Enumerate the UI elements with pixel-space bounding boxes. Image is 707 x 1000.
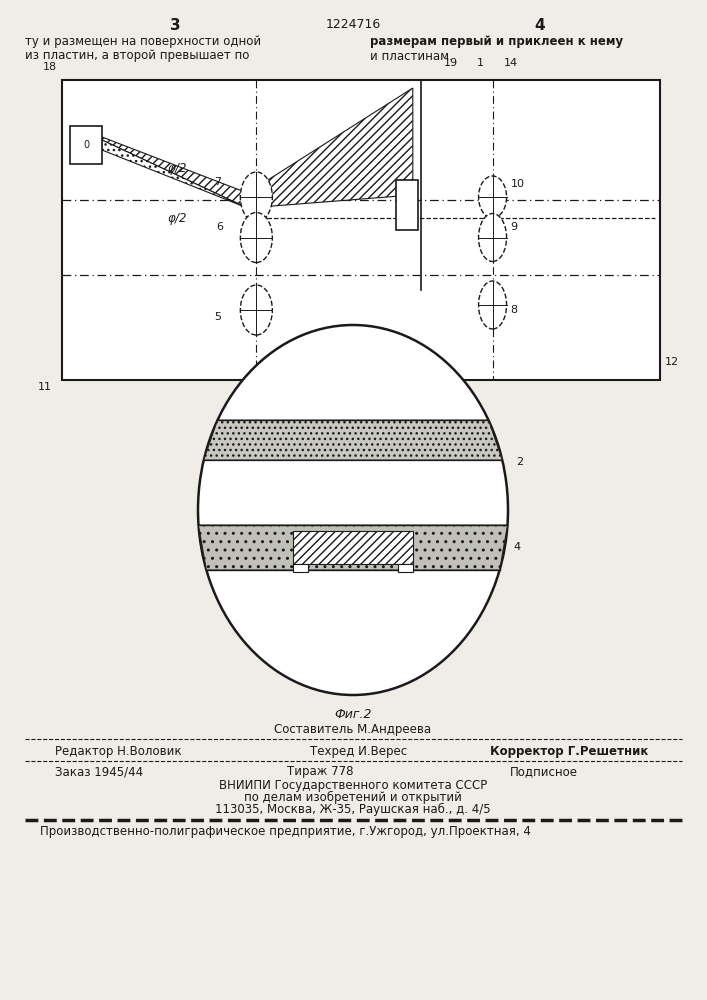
Text: Заказ 1945/44: Заказ 1945/44 [55,766,143,778]
Text: 15: 15 [378,530,391,540]
Text: 14: 14 [503,58,518,68]
Text: 1224716: 1224716 [325,18,380,31]
Polygon shape [102,88,413,208]
Text: Тираж 778: Тираж 778 [287,766,354,778]
Text: $\varphi$/2: $\varphi$/2 [167,211,187,227]
Ellipse shape [198,325,508,695]
Text: 3: 3 [170,17,180,32]
Text: 17: 17 [345,530,358,540]
Text: ту и размещен на поверхности одной: ту и размещен на поверхности одной [25,35,261,48]
Text: 7: 7 [214,177,221,187]
Text: Составитель М.Андреева: Составитель М.Андреева [274,722,431,736]
Text: 4: 4 [534,17,545,32]
Text: из пластин, а второй превышает по: из пластин, а второй превышает по [25,49,250,62]
Ellipse shape [240,285,272,335]
Ellipse shape [240,213,272,262]
Text: по делам изобретений и открытий: по делам изобретений и открытий [244,790,462,804]
Bar [398,564,413,572]
Text: 18: 18 [43,62,57,72]
Text: $\varphi$/2: $\varphi$/2 [167,161,187,177]
Ellipse shape [479,176,506,218]
Bar [293,564,308,572]
Text: Производственно-полиграфическое предприятие, г.Ужгород, ул.Проектная, 4: Производственно-полиграфическое предприя… [40,826,531,838]
Text: 19: 19 [444,58,458,68]
Text: 12: 12 [665,357,679,367]
Bar [62,80,660,380]
Bar [293,531,413,564]
Text: Редактор Н.Воловик: Редактор Н.Воловик [55,744,182,758]
Text: 3: 3 [323,682,330,692]
Text: 16: 16 [308,530,321,540]
Text: 8: 8 [510,305,518,315]
Text: 6: 6 [216,222,223,232]
Text: 1: 1 [477,58,484,68]
Polygon shape [199,525,508,570]
Text: 0: 0 [83,140,89,150]
Text: 4: 4 [513,542,520,552]
Bar [70,126,102,164]
Text: 5: 5 [214,312,221,322]
Text: 9: 9 [510,222,518,232]
Polygon shape [102,140,247,208]
Text: 10: 10 [510,179,525,189]
Ellipse shape [479,281,506,329]
Text: Техред И.Верес: Техред И.Верес [310,744,407,758]
Text: Фиг.1: Фиг.1 [334,387,372,400]
Text: размерам первый и приклеен к нему: размерам первый и приклеен к нему [370,35,623,48]
Text: ВНИИПИ Государственного комитета СССР: ВНИИПИ Государственного комитета СССР [219,778,487,792]
Text: 13: 13 [245,384,258,394]
Text: 2: 2 [516,457,523,467]
Ellipse shape [240,172,272,222]
Text: 1: 1 [373,332,380,342]
Text: 11: 11 [38,382,52,392]
Polygon shape [204,420,502,460]
Text: 113035, Москва, Ж-35, Раушская наб., д. 4/5: 113035, Москва, Ж-35, Раушская наб., д. … [215,802,491,816]
Text: и пластинам.: и пластинам. [370,49,453,62]
Bar [396,180,418,230]
Ellipse shape [479,214,506,261]
Text: Фиг.2: Фиг.2 [334,708,372,722]
Text: Подписное: Подписное [510,766,578,778]
Text: Корректор Г.Решетник: Корректор Г.Решетник [490,744,648,758]
